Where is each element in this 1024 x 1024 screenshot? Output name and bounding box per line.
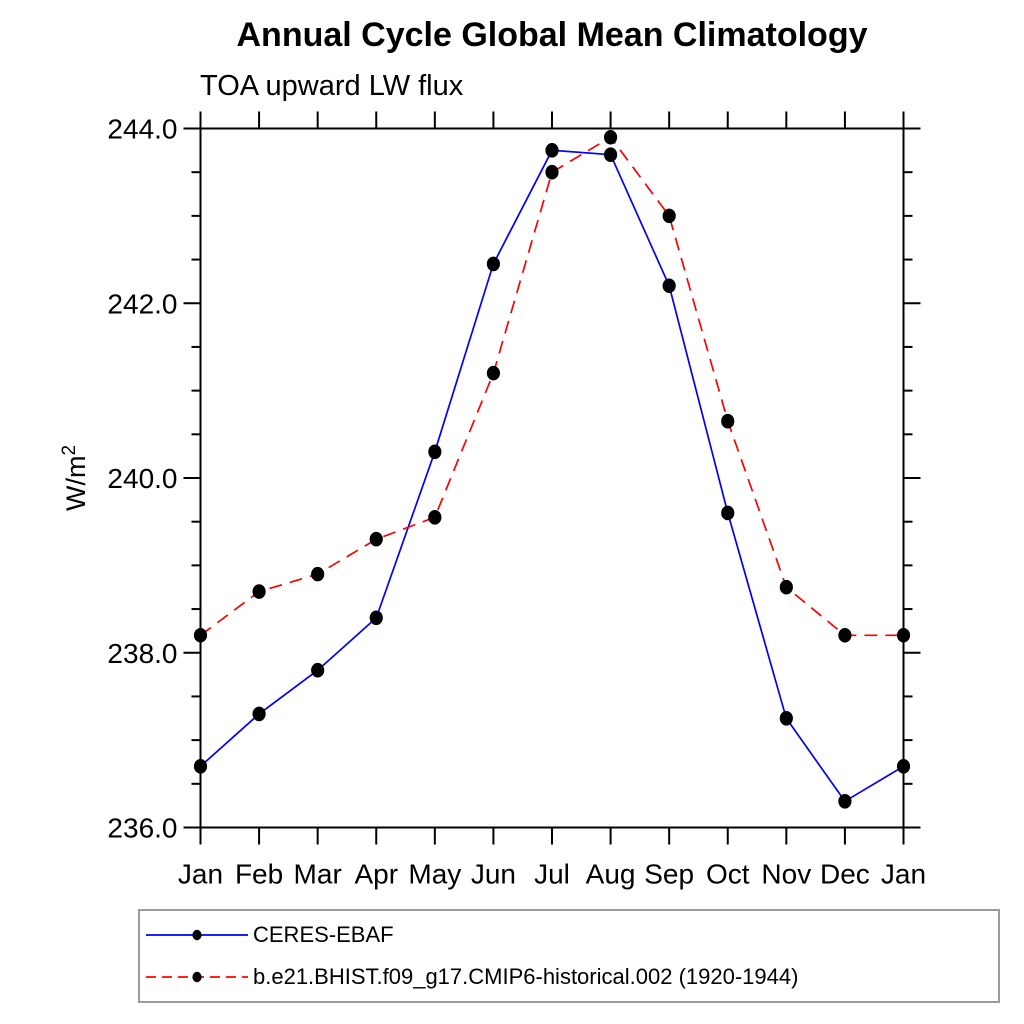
data-point-marker xyxy=(369,531,383,547)
data-point-marker xyxy=(838,793,852,809)
x-tick-label: Oct xyxy=(706,859,750,890)
legend-row: CERES-EBAF xyxy=(140,914,998,956)
legend: CERES-EBAF b.e21.BHIST.f09_g17.CMIP6-his… xyxy=(138,909,1000,1003)
x-tick-label: Mar xyxy=(294,859,342,890)
legend-line-sample xyxy=(146,971,248,983)
legend-line-sample xyxy=(146,929,248,941)
x-tick-label: Sep xyxy=(644,859,694,890)
x-tick-label: Jun xyxy=(471,859,516,890)
data-point-marker xyxy=(486,365,501,381)
chart-subtitle: TOA upward LW flux xyxy=(200,70,464,102)
data-point-marker xyxy=(896,627,911,643)
x-tick-label: Jul xyxy=(534,859,570,890)
data-point-marker xyxy=(428,444,442,460)
y-tick-label: 238.0 xyxy=(107,638,177,669)
data-point-marker xyxy=(369,610,383,626)
legend-sample-marker xyxy=(192,929,202,941)
data-point-marker xyxy=(428,510,442,525)
x-tick-label: Dec xyxy=(820,859,870,890)
series-line-1 xyxy=(199,136,904,637)
x-tick-label: Jan xyxy=(881,859,926,890)
data-point-marker xyxy=(252,706,266,722)
y-axis-label-base: W/m xyxy=(61,456,91,511)
data-point-marker xyxy=(603,129,618,145)
data-point-marker xyxy=(486,256,501,272)
data-point-marker xyxy=(193,627,208,643)
x-tick-label: Nov xyxy=(761,859,811,890)
data-point-marker xyxy=(545,143,559,158)
data-point-marker xyxy=(193,759,208,774)
x-tick-label: Jan xyxy=(178,859,223,890)
legend-sample-marker xyxy=(192,971,202,983)
data-point-marker xyxy=(311,566,325,582)
y-axis-label-superscript: 2 xyxy=(59,445,80,456)
legend-label: b.e21.BHIST.f09_g17.CMIP6-historical.002… xyxy=(253,964,799,989)
y-tick-label: 244.0 xyxy=(107,114,177,145)
x-tick-label: May xyxy=(408,859,461,890)
x-tick-label: Feb xyxy=(235,859,283,890)
y-tick-label: 236.0 xyxy=(107,813,177,844)
data-point-marker xyxy=(662,278,676,294)
legend-label: CERES-EBAF xyxy=(253,922,394,947)
series-line-0 xyxy=(199,149,904,803)
data-point-marker xyxy=(662,208,676,224)
legend-row: b.e21.BHIST.f09_g17.CMIP6-historical.002… xyxy=(140,956,998,998)
data-point-marker xyxy=(896,759,911,774)
y-axis-label: W/m2 xyxy=(59,445,91,511)
data-point-marker xyxy=(252,584,266,599)
data-point-marker xyxy=(721,413,735,429)
data-point-marker xyxy=(838,627,852,643)
plot-border xyxy=(199,127,905,829)
data-point-marker xyxy=(779,579,793,595)
data-point-marker xyxy=(311,662,325,678)
y-tick-label: 242.0 xyxy=(107,288,177,319)
x-tick-label: Aug xyxy=(586,859,636,890)
data-point-marker xyxy=(721,505,735,521)
data-point-marker xyxy=(603,147,618,163)
chart-title: Annual Cycle Global Mean Climatology xyxy=(236,16,868,54)
x-tick-label: Apr xyxy=(354,859,398,890)
data-point-marker xyxy=(545,164,559,180)
data-point-marker xyxy=(779,710,793,726)
y-tick-label: 240.0 xyxy=(107,463,177,494)
